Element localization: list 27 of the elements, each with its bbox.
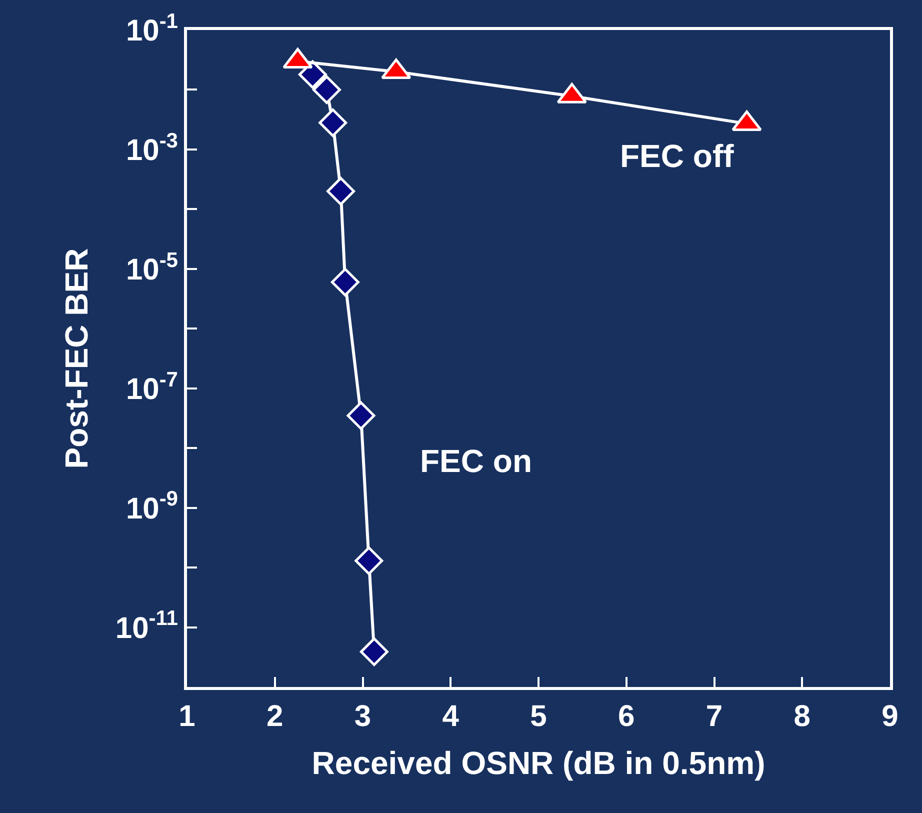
y-tick-label: 10$^{-3}$ — [126, 129, 178, 167]
y-axis-title: Post-FEC BER — [58, 248, 95, 469]
series-label: FEC on — [420, 443, 532, 479]
x-tick-label: 9 — [882, 700, 898, 733]
x-tick-label: 6 — [618, 700, 635, 733]
point — [312, 75, 341, 104]
x-tick-label: 3 — [354, 700, 372, 733]
y-tick-label: 10$^{-5}$ — [126, 248, 178, 286]
y-tick-label: 10$^{-11}$ — [115, 607, 178, 645]
x-axis-title: Received OSNR (dB in 0.5nm) — [312, 744, 766, 781]
point — [318, 108, 348, 137]
y-tick-label: 10$^{-1}$ — [126, 10, 178, 48]
x-tick-label: 1 — [178, 700, 196, 733]
point — [354, 546, 384, 575]
x-tick-label: 7 — [706, 700, 723, 733]
point — [346, 401, 376, 430]
point — [298, 60, 327, 89]
point — [330, 268, 360, 296]
x-tick-label: 5 — [530, 700, 547, 733]
series-label: FEC off — [620, 138, 734, 174]
point — [360, 637, 388, 666]
x-tick-label: 4 — [442, 700, 460, 733]
point — [326, 176, 356, 206]
y-tick-label: 10$^{-9}$ — [126, 488, 178, 526]
y-tick-label: 10$^{-7}$ — [126, 368, 178, 406]
x-tick-label: 8 — [794, 700, 810, 733]
x-tick-label: 2 — [266, 700, 284, 733]
